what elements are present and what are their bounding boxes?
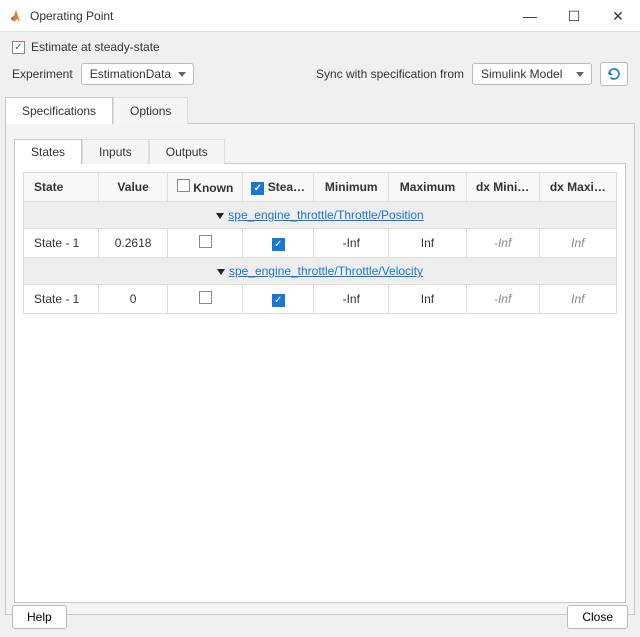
inner-tabs: States Inputs Outputs State Value — [14, 138, 626, 603]
cell-steady-checkbox[interactable]: ✓ — [272, 294, 285, 307]
cell-min[interactable]: -Inf — [314, 285, 389, 314]
col-steady[interactable]: ✓ Stea… — [243, 173, 314, 202]
col-known[interactable]: Known — [168, 173, 243, 202]
cell-min[interactable]: -Inf — [314, 229, 389, 258]
cell-steady[interactable]: ✓ — [243, 285, 314, 314]
maximize-button[interactable]: ☐ — [552, 0, 596, 32]
titlebar: Operating Point — ☐ ✕ — [0, 0, 640, 32]
steady-header-checkbox[interactable]: ✓ — [251, 182, 264, 195]
close-window-button[interactable]: ✕ — [596, 0, 640, 32]
state-group-row[interactable]: spe_engine_throttle/Throttle/Position — [24, 202, 617, 229]
state-row: State - 10.2618✓-InfInf-InfInf — [24, 229, 617, 258]
state-path-link[interactable]: spe_engine_throttle/Throttle/Velocity — [229, 264, 423, 278]
cell-dxmax[interactable]: Inf — [539, 285, 616, 314]
tab-states[interactable]: States — [14, 139, 82, 164]
steady-state-checkbox[interactable]: ✓ — [12, 41, 25, 54]
col-dxmin[interactable]: dx Mini… — [466, 173, 539, 202]
state-path-link[interactable]: spe_engine_throttle/Throttle/Position — [228, 208, 423, 222]
cell-value[interactable]: 0 — [99, 285, 168, 314]
col-dxmax[interactable]: dx Maxi… — [539, 173, 616, 202]
state-group-row[interactable]: spe_engine_throttle/Throttle/Velocity — [24, 258, 617, 285]
refresh-button[interactable] — [600, 62, 628, 86]
known-header-checkbox[interactable] — [177, 179, 190, 192]
footer: Help Close — [12, 605, 628, 629]
sync-label: Sync with specification from — [316, 67, 464, 81]
col-max[interactable]: Maximum — [389, 173, 466, 202]
tab-inputs[interactable]: Inputs — [82, 139, 149, 164]
cell-dxmin[interactable]: -Inf — [466, 285, 539, 314]
cell-max[interactable]: Inf — [389, 285, 466, 314]
experiment-label: Experiment — [12, 67, 73, 81]
matlab-logo-icon — [8, 8, 24, 24]
tab-outputs[interactable]: Outputs — [149, 139, 225, 164]
window-title: Operating Point — [30, 9, 508, 23]
sync-value: Simulink Model — [481, 67, 562, 81]
states-table: State Value Known ✓ Stea… Minimum — [23, 172, 617, 314]
outer-tabs: Specifications Options States Inputs Out… — [5, 96, 635, 615]
states-panel: State Value Known ✓ Stea… Minimum — [14, 163, 626, 603]
cell-known[interactable] — [168, 285, 243, 314]
cell-max[interactable]: Inf — [389, 229, 466, 258]
col-value[interactable]: Value — [99, 173, 168, 202]
cell-steady-checkbox[interactable]: ✓ — [272, 238, 285, 251]
cell-dxmax[interactable]: Inf — [539, 229, 616, 258]
disclosure-icon[interactable] — [217, 269, 225, 275]
steady-state-label: Estimate at steady-state — [31, 40, 160, 54]
disclosure-icon[interactable] — [216, 213, 224, 219]
cell-value[interactable]: 0.2618 — [99, 229, 168, 258]
cell-state: State - 1 — [24, 229, 99, 258]
specifications-panel: States Inputs Outputs State Value — [5, 123, 635, 615]
tab-options[interactable]: Options — [113, 97, 188, 124]
help-button[interactable]: Help — [12, 605, 67, 629]
table-header-row: State Value Known ✓ Stea… Minimum — [24, 173, 617, 202]
minimize-button[interactable]: — — [508, 0, 552, 32]
tab-specifications[interactable]: Specifications — [5, 97, 113, 124]
experiment-value: EstimationData — [90, 67, 171, 81]
experiment-row: Experiment EstimationData Sync with spec… — [0, 58, 640, 96]
experiment-dropdown[interactable]: EstimationData — [81, 63, 194, 85]
col-state[interactable]: State — [24, 173, 99, 202]
cell-known[interactable] — [168, 229, 243, 258]
state-row: State - 10✓-InfInf-InfInf — [24, 285, 617, 314]
close-button[interactable]: Close — [567, 605, 628, 629]
cell-known-checkbox[interactable] — [199, 235, 212, 248]
cell-steady[interactable]: ✓ — [243, 229, 314, 258]
col-min[interactable]: Minimum — [314, 173, 389, 202]
cell-dxmin[interactable]: -Inf — [466, 229, 539, 258]
sync-dropdown[interactable]: Simulink Model — [472, 63, 592, 85]
steady-state-row: ✓ Estimate at steady-state — [0, 32, 640, 58]
cell-known-checkbox[interactable] — [199, 291, 212, 304]
cell-state: State - 1 — [24, 285, 99, 314]
